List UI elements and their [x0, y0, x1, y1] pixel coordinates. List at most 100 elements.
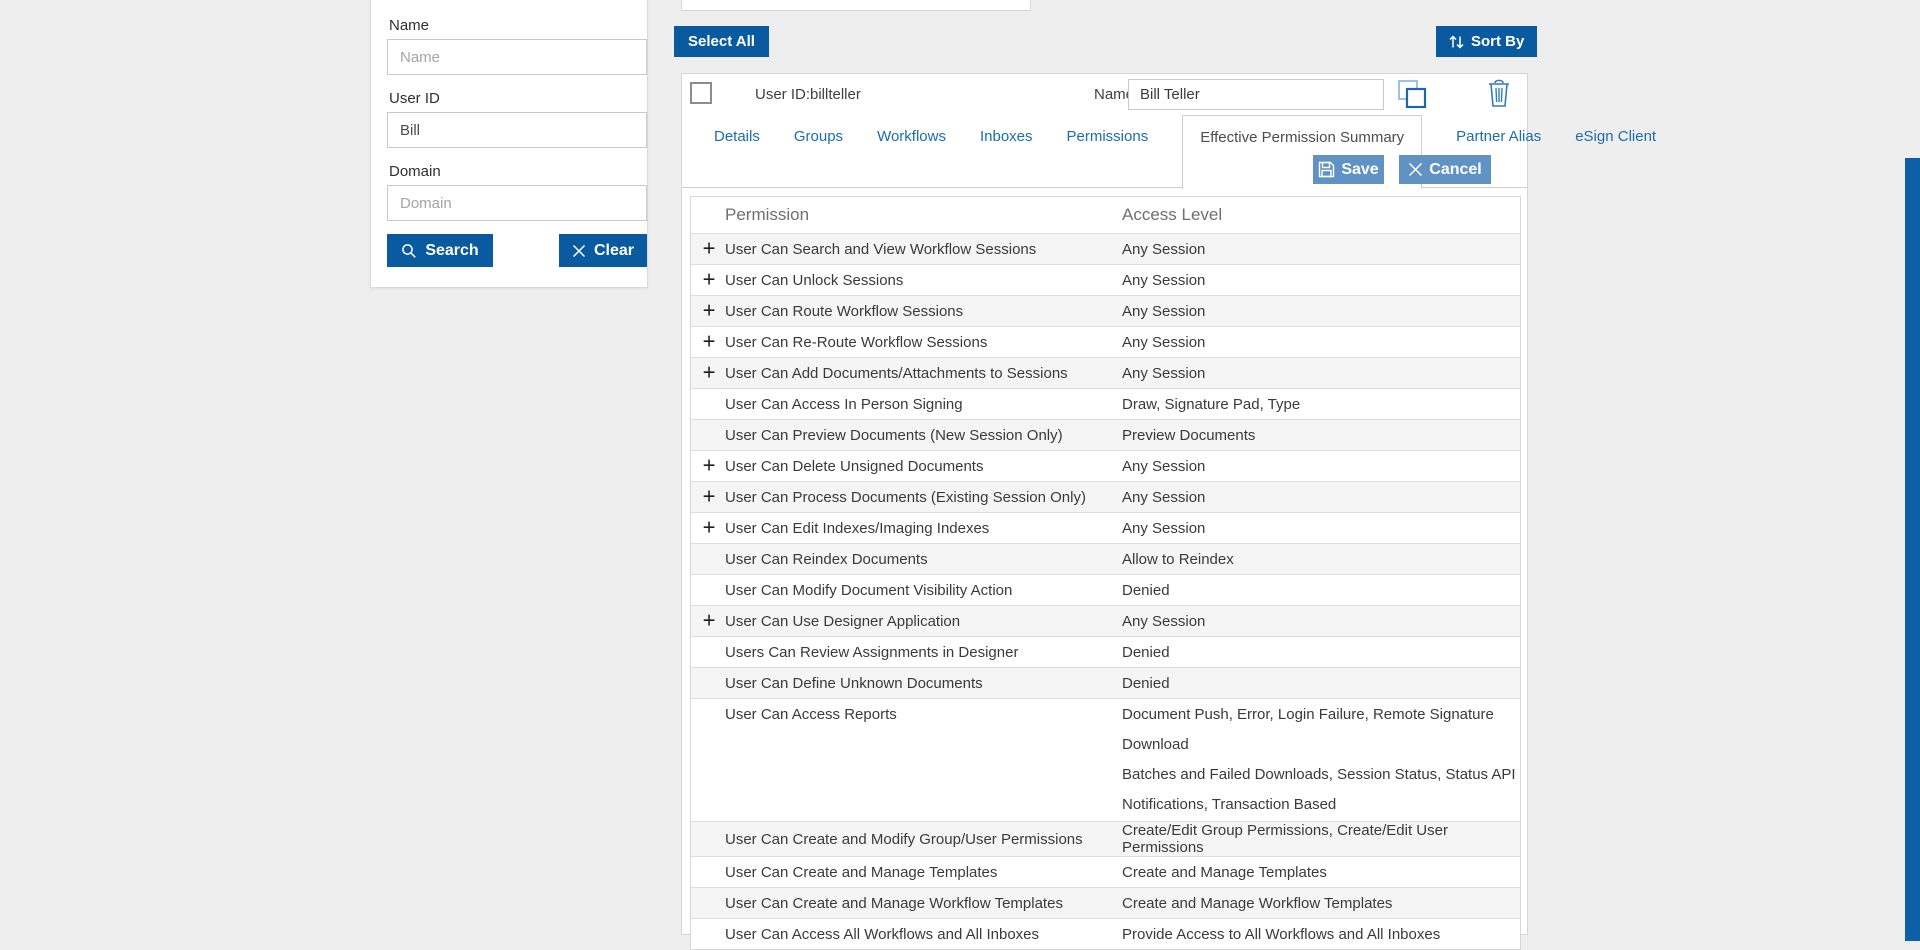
permission-name: User Can Delete Unsigned Documents — [725, 457, 984, 475]
access-level-value: Denied — [1122, 675, 1170, 692]
user-name-input[interactable] — [1128, 79, 1384, 110]
access-level-column-header: Access Level — [1122, 205, 1223, 224]
select-all-button[interactable]: Select All — [674, 26, 769, 57]
tab-workflows[interactable]: Workflows — [877, 128, 946, 145]
domain-search-input[interactable] — [387, 185, 647, 221]
expand-row-icon[interactable]: + — [702, 266, 716, 292]
permission-name: User Can Access All Workflows and All In… — [725, 925, 1040, 943]
x-cross-icon — [1408, 162, 1423, 177]
user-id-value: billteller — [810, 86, 861, 103]
access-level-value: Document Push, Error, Login Failure, Rem… — [1122, 700, 1520, 820]
access-level-line: Denied — [1122, 674, 1170, 692]
permission-row: + User Can Edit Indexes/Imaging Indexes An… — [691, 512, 1520, 543]
user-id-search-input[interactable] — [387, 112, 647, 148]
permission-name: User Can Use Designer Application — [725, 612, 961, 630]
expand-row-icon[interactable]: + — [702, 514, 716, 540]
permission-row: User Can Access In Person Signing Draw, S… — [691, 388, 1520, 419]
save-icon — [1318, 161, 1335, 178]
access-level-value: Create and Manage Templates — [1122, 864, 1327, 881]
expand-row-icon[interactable]: + — [702, 607, 716, 633]
permission-row: + User Can Delete Unsigned Documents Any S… — [691, 450, 1520, 481]
access-level-value: Any Session — [1122, 520, 1205, 537]
permission-name: User Can Re-Route Workflow Sessions — [725, 333, 988, 351]
domain-field-label: Domain — [389, 163, 441, 180]
user-search-panel: Name User ID Domain Search Clear — [370, 0, 648, 288]
permission-row: User Can Access Reports Document Push, Er… — [691, 698, 1520, 821]
permission-row: User Can Modify Document Visibility Acti… — [691, 574, 1520, 605]
tab-esign-client[interactable]: eSign Client — [1575, 128, 1657, 145]
permission-name: User Can Define Unknown Documents — [725, 674, 983, 692]
sort-by-label: Sort By — [1471, 33, 1525, 50]
access-level-value: Draw, Signature Pad, Type — [1122, 396, 1300, 413]
user-row-checkbox[interactable] — [690, 82, 712, 104]
permission-column-header: Permission — [725, 205, 810, 224]
user-id-label: User ID: — [755, 86, 811, 103]
search-icon — [401, 243, 417, 259]
access-level-value: Allow to Reindex — [1122, 551, 1234, 568]
access-level-value: Any Session — [1122, 272, 1205, 289]
access-level-line: Preview Documents — [1122, 426, 1256, 444]
access-level-line: Create/Edit Group Permissions, Create/Ed… — [1122, 822, 1448, 856]
copy-user-button[interactable] — [1396, 78, 1428, 110]
permission-name: User Can Edit Indexes/Imaging Indexes — [725, 519, 990, 537]
permission-row: + User Can Unlock Sessions Any Session — [691, 264, 1520, 295]
x-cross-icon — [572, 244, 586, 258]
table-header-row: Permission Access Level — [691, 197, 1520, 233]
tab-effective-permission-summary[interactable]: Effective Permission Summary — [1182, 115, 1423, 189]
permission-row: + User Can Use Designer Application Any Se… — [691, 605, 1520, 636]
permission-name: User Can Search and View Workflow Sessio… — [725, 240, 1037, 258]
permission-name: User Can Route Workflow Sessions — [725, 302, 964, 320]
results-list-edge — [681, 0, 1031, 11]
expand-row-icon[interactable]: + — [702, 452, 716, 478]
permission-name: User Can Unlock Sessions — [725, 271, 904, 289]
save-button[interactable]: Save — [1313, 155, 1384, 184]
expand-row-icon[interactable]: + — [702, 359, 716, 385]
sort-arrows-icon — [1449, 34, 1464, 50]
clear-button[interactable]: Clear — [559, 234, 647, 267]
tab-groups[interactable]: Groups — [793, 128, 844, 145]
access-level-line: Any Session — [1122, 364, 1206, 382]
tab-partner-alias[interactable]: Partner Alias — [1456, 128, 1542, 145]
delete-user-button[interactable] — [1485, 77, 1513, 109]
access-level-value: Denied — [1122, 644, 1170, 661]
expand-row-icon[interactable]: + — [702, 483, 716, 509]
permission-name: User Can Create and Modify Group/User Pe… — [725, 830, 1083, 848]
permission-row: User Can Preview Documents (New Session … — [691, 419, 1520, 450]
right-edge-rail — [1905, 158, 1920, 941]
access-level-line: Denied — [1122, 581, 1170, 599]
permission-row: User Can Create and Manage Workflow Temp… — [691, 887, 1520, 918]
permission-name: User Can Create and Manage Workflow Temp… — [725, 894, 1063, 912]
clear-button-label: Clear — [593, 241, 635, 259]
permission-row: + User Can Process Documents (Existing Se… — [691, 481, 1520, 512]
permission-name: User Can Modify Document Visibility Acti… — [725, 581, 1013, 599]
access-level-line: Create and Manage Templates — [1122, 863, 1327, 881]
access-level-line: Any Session — [1122, 271, 1206, 289]
expand-row-icon[interactable]: + — [702, 297, 716, 323]
access-level-value: Denied — [1122, 582, 1170, 599]
access-level-line: Allow to Reindex — [1122, 550, 1234, 568]
cancel-button[interactable]: Cancel — [1399, 155, 1491, 184]
tab-inboxes[interactable]: Inboxes — [979, 128, 1033, 145]
access-level-value: Preview Documents — [1122, 427, 1255, 444]
permission-row: User Can Reindex Documents Allow to Reind… — [691, 543, 1520, 574]
permission-row: User Can Create and Modify Group/User Pe… — [691, 821, 1520, 856]
permission-row: User Can Create and Manage Templates Crea… — [691, 856, 1520, 887]
sort-by-button[interactable]: Sort By — [1436, 26, 1538, 57]
expand-row-icon[interactable]: + — [702, 328, 716, 354]
name-search-input[interactable] — [387, 39, 647, 75]
expand-row-icon[interactable]: + — [702, 235, 716, 261]
name-field-label: Name — [389, 17, 430, 34]
permission-row: + User Can Re-Route Workflow Sessions Any … — [691, 326, 1520, 357]
access-level-value: Any Session — [1122, 334, 1205, 351]
tab-bar: Details Groups Workflows Inboxes Permissions… — [682, 115, 1656, 189]
tab-details[interactable]: Details — [714, 128, 760, 145]
access-level-value: Any Session — [1122, 241, 1205, 258]
search-button[interactable]: Search — [387, 234, 493, 267]
tab-permissions[interactable]: Permissions — [1066, 128, 1149, 145]
access-level-line: Draw, Signature Pad, Type — [1122, 395, 1301, 413]
access-level-line: Any Session — [1122, 333, 1206, 351]
permission-row: User Can Access All Workflows and All In… — [691, 918, 1520, 949]
access-level-line: Any Session — [1122, 302, 1206, 320]
trash-icon — [1485, 77, 1513, 109]
access-level-value: Any Session — [1122, 489, 1205, 506]
